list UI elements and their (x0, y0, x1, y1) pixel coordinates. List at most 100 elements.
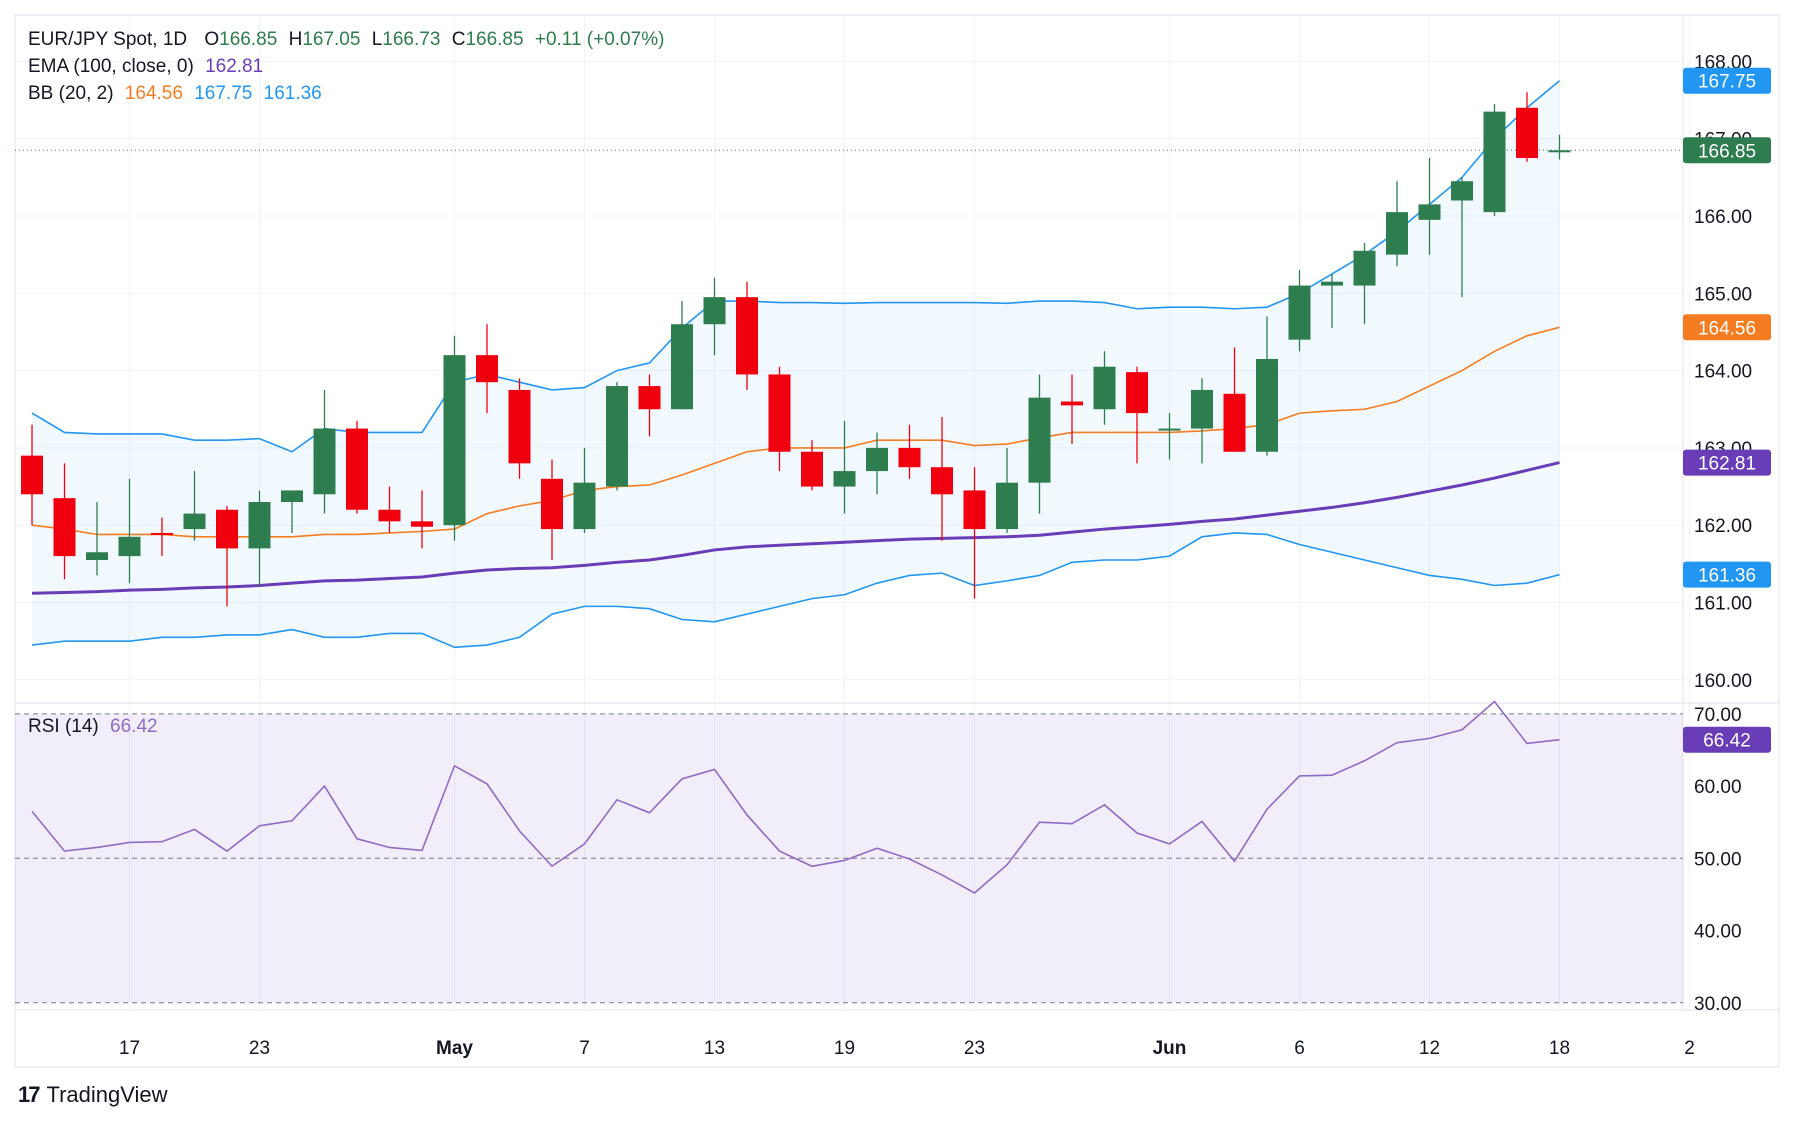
bb-fill (32, 80, 1560, 648)
candle-body (703, 297, 726, 325)
candle[interactable] (1061, 374, 1083, 445)
candle[interactable] (996, 447, 1018, 533)
candle-body (248, 502, 271, 549)
candle-body (573, 482, 596, 530)
time-tick-label: 18 (1549, 1038, 1570, 1059)
candle[interactable] (671, 301, 693, 410)
time-tick-label: 7 (579, 1038, 590, 1059)
bb-upper-value: 167.75 (194, 83, 253, 104)
rsi-price-tag-bg (1683, 726, 1771, 753)
candle-body (1223, 393, 1246, 452)
price-tag-bg (1683, 449, 1771, 476)
candle-body (736, 297, 758, 375)
candle[interactable] (281, 490, 303, 533)
candle[interactable] (931, 416, 953, 541)
candle-body (1418, 204, 1441, 220)
candle[interactable] (86, 502, 108, 576)
candle[interactable] (1093, 351, 1116, 425)
candle[interactable] (1321, 273, 1343, 329)
price-tag-bg (1683, 314, 1771, 341)
candle[interactable] (1028, 374, 1051, 514)
candle[interactable] (736, 281, 758, 390)
candle[interactable] (443, 335, 466, 541)
candle[interactable] (21, 424, 43, 526)
candle[interactable] (313, 389, 336, 514)
price-tick-label: 161.00 (1694, 594, 1752, 615)
candle-body (833, 471, 856, 487)
candle[interactable] (411, 490, 433, 549)
rsi-legend[interactable]: RSI (14) 66.42 (28, 716, 164, 738)
candle[interactable] (1126, 366, 1148, 464)
ema-legend[interactable]: EMA (100, close, 0) 162.81 (28, 56, 269, 78)
candle[interactable] (151, 517, 173, 557)
bb-mid-value: 164.56 (124, 83, 183, 104)
candle[interactable] (1288, 270, 1311, 352)
candle[interactable] (638, 374, 661, 437)
candle-body (53, 498, 76, 557)
candle[interactable] (801, 440, 823, 491)
candle-body (151, 532, 173, 535)
price-tick-label: 166.00 (1694, 207, 1752, 228)
candle[interactable] (1451, 177, 1473, 298)
tradingview-logo-icon: 17 (18, 1082, 41, 1107)
candle[interactable] (216, 505, 238, 607)
candle[interactable] (768, 366, 791, 472)
candle-body (1256, 359, 1278, 452)
candle[interactable] (1483, 103, 1506, 216)
candle[interactable] (476, 324, 498, 414)
candle-body (183, 513, 206, 530)
candle[interactable] (963, 467, 986, 599)
candle[interactable] (1548, 134, 1571, 160)
price-tick-label: 160.00 (1694, 671, 1752, 692)
candle-body (1321, 281, 1343, 286)
price-axis[interactable]: 160.00161.00162.00163.00164.00165.00166.… (1683, 52, 1771, 1015)
candle-body (21, 455, 43, 495)
candle[interactable] (183, 471, 206, 541)
candle-body (1483, 111, 1506, 213)
time-axis[interactable]: 17 23 May 7 13 19 23 Jun 6 12 18 2 (119, 1038, 1695, 1059)
candle[interactable] (703, 277, 726, 356)
candle[interactable] (346, 420, 368, 514)
bb-legend[interactable]: BB (20, 2) 164.56 167.75 161.36 (28, 83, 328, 105)
candle[interactable] (1158, 413, 1181, 460)
candle[interactable] (1256, 316, 1278, 456)
candle[interactable] (1191, 378, 1213, 464)
candle-body (768, 374, 791, 452)
candle[interactable] (541, 459, 563, 560)
candle-body (541, 478, 563, 530)
open-value: 166.85 (219, 29, 278, 50)
candle-body (476, 355, 498, 383)
candle[interactable] (1353, 243, 1376, 325)
candle[interactable] (118, 478, 141, 584)
candle[interactable] (1516, 92, 1538, 162)
open-label: O (204, 29, 220, 50)
candle[interactable] (833, 420, 856, 514)
ema-label: EMA (100, close, 0) (28, 56, 194, 77)
candle[interactable] (866, 432, 888, 495)
candle[interactable] (1223, 347, 1246, 452)
candle[interactable] (573, 447, 596, 533)
candle[interactable] (508, 378, 531, 479)
rsi-panel[interactable] (15, 700, 1683, 1004)
candle-body (1353, 250, 1376, 286)
candle-body (1451, 181, 1473, 201)
tradingview-footer[interactable]: 17 TradingView (18, 1082, 168, 1108)
candle[interactable] (378, 486, 401, 533)
candle[interactable] (606, 382, 628, 491)
time-tick-label: 17 (119, 1038, 140, 1059)
candlesticks[interactable] (21, 92, 1571, 607)
candle-body (216, 509, 238, 549)
price-tag-bg (1683, 137, 1771, 164)
candle-body (1386, 212, 1408, 255)
candle[interactable] (1418, 158, 1441, 255)
candle-body (378, 509, 401, 522)
rsi-tick-label: 50.00 (1694, 849, 1742, 870)
rsi-price-tag-label: 66.42 (1703, 731, 1751, 752)
candle-body (606, 386, 628, 487)
candle[interactable] (898, 424, 921, 479)
candle[interactable] (248, 490, 271, 588)
price-tag-label: 162.81 (1698, 454, 1756, 475)
candle[interactable] (53, 463, 76, 580)
candle[interactable] (1386, 181, 1408, 267)
